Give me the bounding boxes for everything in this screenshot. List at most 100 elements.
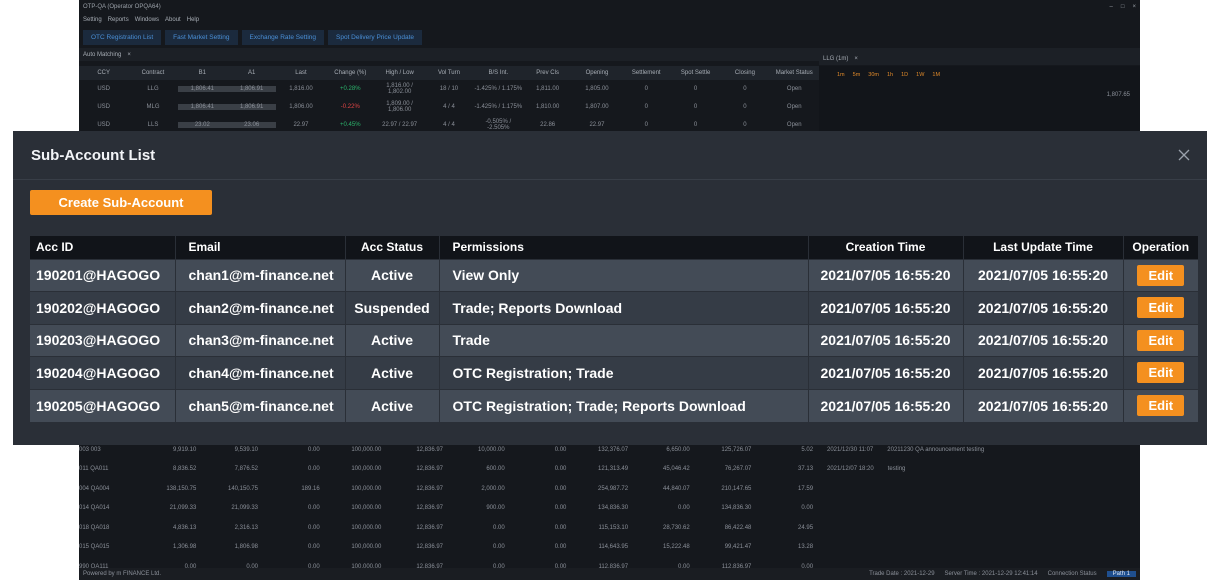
table-cell: -1.425% / 1.175% bbox=[474, 104, 523, 110]
table-cell: 86,422.48 bbox=[724, 524, 752, 531]
table-cell: 0.00 bbox=[308, 446, 320, 453]
table-cell: 0.00 bbox=[801, 505, 814, 512]
table-row[interactable]: USD LLG 1,806.41 1,806.91 1,816.00 +0.28% 1,81… bbox=[79, 80, 819, 98]
table-cell: 100,000.00 bbox=[351, 544, 382, 551]
table-cell: 018 QA018 bbox=[79, 524, 110, 531]
table-cell: 22.97 bbox=[589, 122, 605, 128]
chart-range-option[interactable]: 30m bbox=[868, 72, 879, 78]
minimize-icon[interactable]: – bbox=[1109, 4, 1113, 10]
chart-range-option[interactable]: 1D bbox=[901, 72, 909, 78]
table-cell: 600.00 bbox=[486, 466, 505, 473]
table-cell: 12,836.97 bbox=[416, 485, 444, 492]
close-tab-icon[interactable]: × bbox=[127, 51, 131, 58]
table-cell: 9,539.10 bbox=[234, 446, 259, 453]
table-cell: 1,809.00 / 1,806.00 bbox=[386, 101, 413, 113]
acc-status-cell: Active bbox=[345, 356, 440, 389]
table-row[interactable]: 990 QA111 0.00 0.00 0.00 100,000.00 12,836.97… bbox=[79, 557, 819, 577]
table-cell: Open bbox=[786, 86, 802, 92]
edit-button[interactable]: Edit bbox=[1137, 362, 1185, 384]
email-cell: chan5@m-finance.net bbox=[175, 388, 346, 422]
table-row[interactable]: 015 QA015 1,306.98 1,806.98 0.00 100,000.00 1… bbox=[79, 538, 819, 558]
table-cell: 37.13 bbox=[798, 466, 814, 473]
close-window-icon[interactable]: × bbox=[1132, 4, 1136, 10]
edit-button[interactable]: Edit bbox=[1137, 297, 1185, 319]
chart-range-option[interactable]: 1h bbox=[886, 72, 894, 78]
table-header-row: Acc ID Email Acc Status Permissions Crea… bbox=[30, 236, 1198, 259]
menu-item[interactable]: Windows bbox=[134, 17, 160, 23]
chart-range-option[interactable]: 5m bbox=[852, 72, 861, 78]
table-cell: 100,000.00 bbox=[351, 505, 382, 512]
operation-cell: Edit bbox=[1123, 388, 1198, 422]
table-row[interactable]: 018 QA018 4,836.13 2,316.13 0.00 100,000.00 1… bbox=[79, 518, 819, 538]
operation-cell: Edit bbox=[1123, 258, 1198, 292]
chart-range-option[interactable]: 1m bbox=[837, 72, 845, 78]
menu-item[interactable]: Reports bbox=[107, 17, 129, 23]
table-cell: 12,836.97 bbox=[416, 524, 444, 531]
menu-item[interactable]: About bbox=[165, 17, 181, 23]
app-tab[interactable]: Fast Market Setting bbox=[165, 29, 238, 45]
edit-button[interactable]: Edit bbox=[1137, 395, 1185, 416]
chart-panel-label: LLG (1m) bbox=[823, 55, 849, 62]
menu-item[interactable]: Setting bbox=[83, 17, 102, 23]
operation-cell: Edit bbox=[1123, 356, 1198, 389]
last-update-time-cell: 2021/07/05 16:55:20 bbox=[963, 291, 1124, 324]
table-cell: 12,836.97 bbox=[416, 505, 444, 512]
app-tab[interactable]: Spot Delivery Price Update bbox=[328, 29, 423, 45]
col-permissions[interactable]: Permissions bbox=[439, 236, 809, 259]
table-cell: 100,000.00 bbox=[351, 446, 382, 453]
close-icon[interactable] bbox=[1174, 145, 1194, 165]
table-cell: USD bbox=[97, 122, 110, 128]
col-email[interactable]: Email bbox=[175, 236, 346, 259]
sub-account-list-modal: Sub-Account List Create Sub-Account Acc … bbox=[13, 131, 1207, 445]
col-acc-status[interactable]: Acc Status bbox=[345, 236, 440, 259]
table-cell: MLG bbox=[146, 104, 160, 110]
table-cell: +0.28% bbox=[340, 86, 361, 92]
col-creation-time[interactable]: Creation Time bbox=[808, 236, 964, 259]
close-chart-tab-icon[interactable]: × bbox=[854, 55, 858, 62]
table-row[interactable]: 003 003 9,919.10 9,539.10 0.00 100,000.00 12,… bbox=[79, 440, 819, 460]
table-cell: -0.22% bbox=[340, 104, 360, 110]
table-cell: USD bbox=[97, 104, 110, 110]
edit-button[interactable]: Edit bbox=[1137, 329, 1185, 351]
table-cell: 0.00 bbox=[308, 466, 320, 473]
table-row[interactable]: USD LLS 23.02 23.06 22.97 +0.45% 22.97 / 22.97… bbox=[79, 116, 819, 134]
table-cell: 44,840.07 bbox=[663, 485, 690, 492]
table-row[interactable]: 014 QA014 21,099.33 21,099.33 0.00 100,000.0… bbox=[79, 499, 819, 519]
table-cell: 1,306.98 bbox=[172, 544, 197, 551]
create-sub-account-button[interactable]: Create Sub-Account bbox=[30, 190, 212, 215]
footer-path-badge[interactable]: Path 1 bbox=[1106, 571, 1136, 577]
table-cell: 4 / 4 bbox=[443, 104, 455, 110]
announcement-log: 2021/12/30 11:07 20211230 QA announcement… bbox=[827, 440, 1127, 478]
edit-button[interactable]: Edit bbox=[1137, 264, 1185, 286]
table-cell: 134,836.30 bbox=[721, 505, 752, 512]
maximize-icon[interactable]: □ bbox=[1120, 4, 1125, 10]
price-chart: 1m 5m 30m 1h 1D 1W 1M 1,807.65 bbox=[819, 66, 1140, 136]
table-row[interactable]: 004 QA004 138,150.75 140,150.75 189.16 100,0… bbox=[79, 479, 819, 499]
chart-range-option[interactable]: 1M bbox=[932, 72, 941, 78]
chart-range-option[interactable]: 1W bbox=[916, 72, 925, 78]
table-cell: 100,000.00 bbox=[351, 524, 382, 531]
creation-time-cell: 2021/07/05 16:55:20 bbox=[808, 258, 964, 292]
table-row[interactable]: 011 QA011 8,836.52 7,876.52 0.00 100,000.00 1… bbox=[79, 460, 819, 480]
table-cell: 132,376.07 bbox=[598, 446, 629, 453]
col-last-update-time[interactable]: Last Update Time bbox=[963, 236, 1124, 259]
col-acc-id[interactable]: Acc ID bbox=[30, 236, 176, 259]
column-header: Opening bbox=[585, 70, 609, 76]
table-cell: 0.00 bbox=[678, 563, 690, 570]
column-header: Spot Settle bbox=[680, 70, 711, 76]
table-cell: 28,730.62 bbox=[663, 524, 690, 531]
menu-item[interactable]: Help bbox=[186, 17, 200, 23]
table-cell: +0.45% bbox=[340, 122, 361, 128]
table-row[interactable]: USD MLG 1,806.41 1,806.91 1,806.00 -0.22% 1,80… bbox=[79, 98, 819, 116]
footer-powered-by: Powered by m FINANCE Ltd. bbox=[83, 571, 162, 577]
table-cell: 0.00 bbox=[554, 466, 567, 473]
table-cell: 8,836.52 bbox=[172, 466, 197, 473]
table-cell: 990 QA111 bbox=[79, 563, 109, 570]
table-row: 190205@HAGOGO chan5@m-finance.net Active OT… bbox=[30, 388, 1198, 422]
table-cell: 0.00 bbox=[554, 563, 567, 570]
app-tab[interactable]: Exchange Rate Setting bbox=[241, 29, 324, 45]
app-tab[interactable]: OTC Registration List bbox=[83, 29, 162, 45]
table-cell: 23.06 bbox=[226, 122, 277, 128]
auto-matching-table: CCY Contract B1 A1 Last Change (%) High / Low V… bbox=[79, 66, 819, 134]
table-cell: 134,836.30 bbox=[598, 505, 629, 512]
